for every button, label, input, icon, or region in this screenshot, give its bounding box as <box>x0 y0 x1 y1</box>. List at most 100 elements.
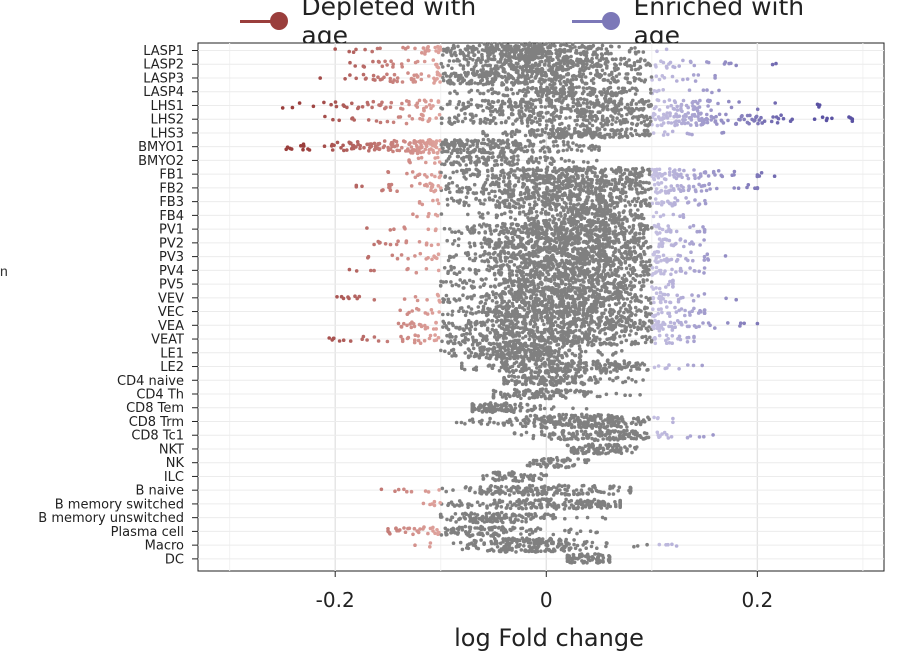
point-8-120 <box>456 154 461 159</box>
point-12-191 <box>552 216 557 221</box>
point-6-166 <box>645 128 649 133</box>
point-0-301 <box>617 44 621 49</box>
point-11-118 <box>521 204 526 209</box>
point-4-347 <box>502 101 507 106</box>
point-3-75 <box>687 88 692 92</box>
point-4-23 <box>329 102 333 107</box>
point-14-125 <box>388 242 393 247</box>
point-1-268 <box>552 63 556 67</box>
point-4-337 <box>476 103 481 108</box>
point-9-301 <box>535 168 540 172</box>
point-0-281 <box>528 49 533 53</box>
point-11-279 <box>596 199 601 204</box>
point-0-296 <box>449 49 453 53</box>
point-15-298 <box>536 254 540 259</box>
point-14-356 <box>614 238 619 243</box>
point-7-318 <box>367 149 371 153</box>
point-2-161 <box>608 80 613 85</box>
point-0-310 <box>488 45 493 50</box>
point-4-267 <box>407 102 411 107</box>
point-12-169 <box>540 207 545 212</box>
point-9-350 <box>575 173 580 178</box>
point-14-124 <box>511 238 516 242</box>
point-5-74 <box>630 116 635 120</box>
point-8-109 <box>481 155 486 160</box>
point-2-262 <box>475 69 480 74</box>
point-9-294 <box>586 177 591 182</box>
point-10-182 <box>501 179 506 184</box>
point-2-356 <box>453 71 458 76</box>
point-13-335 <box>634 231 638 235</box>
point-0-344 <box>509 46 514 51</box>
point-9-286 <box>580 173 585 178</box>
point-7-349 <box>546 145 550 150</box>
point-1-53 <box>706 60 711 65</box>
point-7-120 <box>552 144 556 148</box>
point-3-32 <box>582 89 586 94</box>
point-10-198 <box>354 185 359 189</box>
point-15-96 <box>661 253 666 258</box>
point-4-124 <box>571 100 576 105</box>
point-1-339 <box>400 65 405 69</box>
point-1-296 <box>348 60 352 65</box>
point-7-91 <box>581 144 586 148</box>
point-10-295 <box>643 190 647 194</box>
point-8-10 <box>563 159 567 163</box>
point-5-174 <box>630 122 635 126</box>
point-0-326 <box>451 43 456 48</box>
point-1-145 <box>671 64 675 69</box>
point-4-282 <box>356 105 361 110</box>
point-3-72 <box>657 88 661 93</box>
point-2-33 <box>354 76 359 81</box>
point-6-133 <box>618 132 623 137</box>
point-11-7 <box>536 197 541 202</box>
point-4-117 <box>667 98 672 102</box>
point-13-253 <box>509 231 514 236</box>
point-1-283 <box>605 59 610 64</box>
point-4-205 <box>616 103 621 108</box>
point-1-88 <box>610 57 615 61</box>
point-7-83 <box>427 151 431 155</box>
point-9-309 <box>464 170 469 174</box>
point-1-202 <box>547 60 551 65</box>
point-5-159 <box>714 114 718 119</box>
point-1-227 <box>524 60 529 65</box>
point-13-328 <box>638 225 642 229</box>
point-15-206 <box>509 259 514 264</box>
point-7-252 <box>301 142 306 146</box>
point-11-275 <box>659 202 664 207</box>
point-12-30 <box>636 208 640 212</box>
point-7-28 <box>362 145 366 150</box>
point-2-31 <box>662 76 667 80</box>
point-0-321 <box>477 43 482 48</box>
point-10-213 <box>530 180 534 184</box>
point-15-140 <box>613 250 617 254</box>
point-2-268 <box>427 74 431 78</box>
point-3-177 <box>553 91 557 96</box>
point-10-109 <box>450 180 455 185</box>
point-5-330 <box>472 119 476 124</box>
point-9-192 <box>732 173 736 177</box>
point-7-353 <box>516 143 520 147</box>
point-1-95 <box>488 63 493 68</box>
point-5-320 <box>579 110 583 115</box>
point-3-108 <box>526 86 530 90</box>
point-0-246 <box>497 47 501 52</box>
point-11-220 <box>642 198 646 203</box>
point-1-20 <box>447 59 452 63</box>
point-13-326 <box>646 227 650 231</box>
point-8-94 <box>464 163 469 167</box>
point-10-263 <box>715 186 719 191</box>
point-5-250 <box>850 119 855 123</box>
point-4-230 <box>559 108 563 112</box>
point-4-103 <box>716 101 720 106</box>
point-1-242 <box>587 66 591 71</box>
point-1-319 <box>511 63 515 68</box>
point-11-240 <box>519 196 524 201</box>
point-14-351 <box>543 236 547 240</box>
point-14-304 <box>521 245 525 249</box>
point-1-71 <box>681 58 685 63</box>
point-0-331 <box>512 50 516 54</box>
point-12-176 <box>558 211 563 215</box>
point-13-170 <box>489 232 494 236</box>
